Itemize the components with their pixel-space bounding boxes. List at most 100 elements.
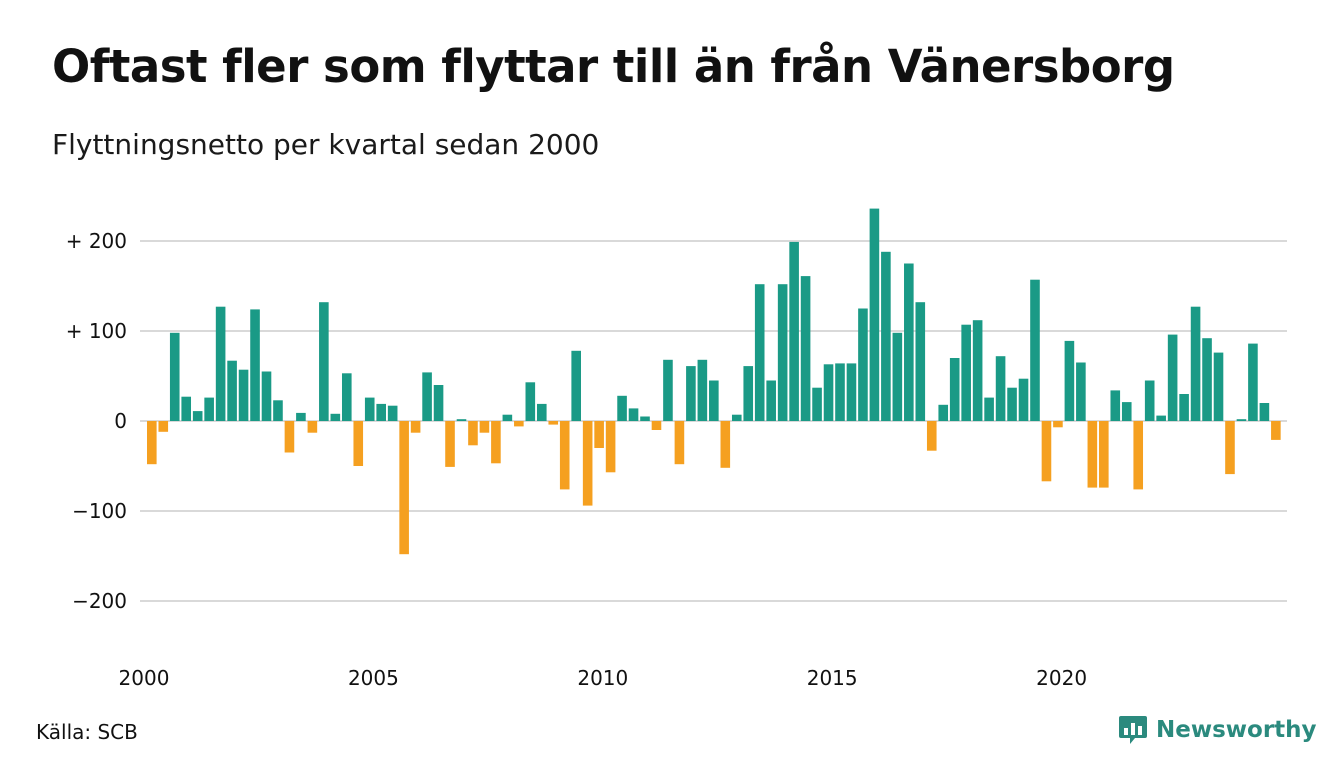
bar [777, 284, 788, 421]
bar [1167, 334, 1178, 421]
bar [823, 364, 834, 421]
bar [686, 366, 696, 421]
bar [582, 421, 593, 506]
bar [789, 241, 799, 421]
x-tick-label: 2015 [807, 666, 858, 690]
bars [147, 208, 1281, 555]
bar [387, 405, 398, 421]
bar [709, 380, 719, 421]
bar [1271, 421, 1281, 440]
bar [1144, 380, 1155, 421]
x-tick-label: 2020 [1036, 666, 1087, 690]
bar [1030, 279, 1040, 421]
bar [1099, 421, 1109, 488]
bar [869, 208, 880, 421]
bar [1133, 421, 1144, 490]
bar [835, 363, 845, 421]
bar [881, 251, 891, 421]
y-tick-label: + 200 [66, 229, 127, 253]
bar [1225, 421, 1235, 475]
bar [1213, 352, 1224, 421]
bar [192, 411, 203, 421]
bar [812, 387, 822, 421]
bar [1248, 343, 1258, 421]
x-axis-ticks: 2000 2005 2010 2015 2020 [119, 666, 1088, 690]
bar [238, 369, 249, 421]
bar [1190, 306, 1201, 421]
bar [949, 358, 960, 421]
bar [594, 421, 604, 448]
bar [995, 356, 1006, 421]
bar [353, 421, 364, 466]
bar [743, 366, 754, 421]
bar [227, 360, 237, 421]
x-tick-label: 2010 [577, 666, 628, 690]
bar [273, 400, 283, 421]
bar [491, 421, 501, 464]
bar [147, 421, 157, 465]
bar [1041, 421, 1052, 482]
bar [1018, 378, 1029, 421]
bar [181, 396, 192, 421]
bar [502, 414, 513, 421]
bar [376, 403, 386, 421]
bar [1259, 403, 1270, 421]
bar [548, 421, 559, 425]
x-tick-label: 2005 [348, 666, 399, 690]
bar [433, 385, 444, 421]
bar [525, 382, 536, 421]
bar [468, 421, 478, 446]
brand-name: Newsworthy [1156, 717, 1317, 743]
bar [319, 302, 329, 421]
bar [284, 421, 295, 453]
bar [651, 421, 662, 430]
bar [514, 421, 524, 427]
bar [720, 421, 731, 468]
bar [731, 414, 742, 421]
bar [1087, 421, 1098, 488]
bar [479, 421, 490, 433]
bar-chart-speech-bubble-icon [1119, 716, 1147, 744]
bar [169, 332, 180, 421]
bar [892, 332, 903, 421]
bar [972, 320, 983, 421]
bar [800, 276, 811, 421]
source-label: Källa: SCB [36, 720, 138, 744]
bar [1202, 338, 1212, 421]
bar [754, 284, 765, 421]
bar [1007, 387, 1017, 421]
bar [1064, 340, 1075, 421]
chart-title: Oftast fler som flyttar till än från Vän… [52, 40, 1175, 93]
bar [926, 421, 937, 451]
bar [1156, 415, 1166, 421]
bar [410, 421, 421, 433]
bar [536, 403, 547, 421]
bar [938, 404, 949, 421]
bar [628, 408, 639, 421]
bar [697, 359, 708, 421]
bar [204, 397, 214, 421]
bar [158, 421, 169, 432]
bar [961, 324, 971, 421]
bar [571, 350, 581, 421]
y-tick-label: −100 [72, 499, 127, 523]
bar [456, 419, 467, 421]
bar [307, 421, 318, 433]
y-axis-ticks: + 200 + 100 0 −100 −200 [66, 229, 127, 613]
bar [605, 421, 616, 473]
bar [261, 371, 272, 421]
bar [1110, 390, 1121, 421]
bar [341, 373, 352, 421]
y-tick-label: + 100 [66, 319, 127, 343]
bar [766, 380, 776, 421]
bar [559, 421, 570, 490]
bar [1076, 362, 1086, 421]
bar [330, 413, 341, 421]
y-tick-label: −200 [72, 589, 127, 613]
bar [399, 421, 409, 555]
bar [250, 309, 260, 421]
bar [296, 412, 306, 421]
brand-logo: Newsworthy [1118, 714, 1317, 746]
bar [1053, 421, 1063, 428]
